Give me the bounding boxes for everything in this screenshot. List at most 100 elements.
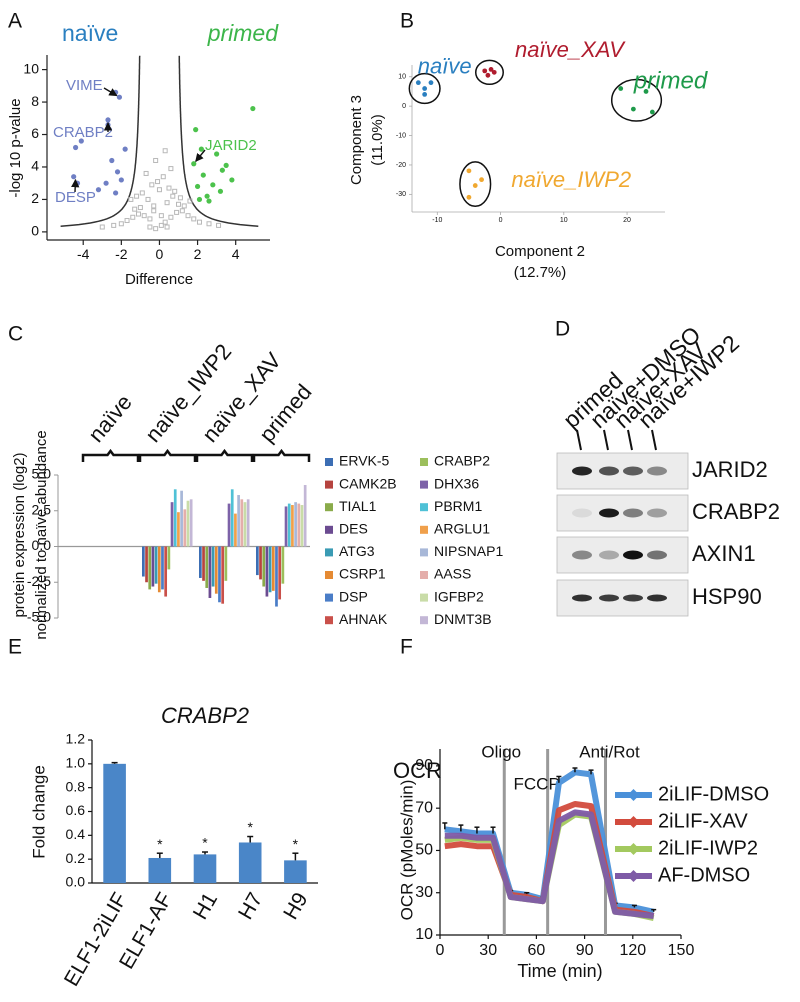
significance-mark: * — [202, 835, 208, 851]
category-label: H1 — [189, 889, 222, 924]
point — [485, 72, 491, 78]
point — [170, 193, 176, 199]
bar — [218, 546, 221, 603]
panel: Dprimednaïve+DMSOnaïve+XAVnaïve+IWP2JARI… — [555, 318, 780, 617]
blot-band — [623, 550, 643, 560]
category-label: H7 — [234, 889, 267, 924]
legend-label: DNMT3B — [434, 611, 492, 627]
y-tick-label: -2.5 — [27, 573, 51, 589]
point — [196, 196, 203, 203]
bar — [291, 505, 294, 547]
bar — [202, 546, 205, 581]
point — [479, 177, 484, 183]
point — [630, 106, 636, 112]
point — [196, 219, 202, 225]
point — [168, 214, 174, 220]
y-tick-label: 1.2 — [66, 731, 86, 747]
bar — [240, 499, 244, 547]
bar — [186, 500, 190, 547]
x-axis-label: Time (min) — [517, 961, 602, 981]
point — [111, 222, 117, 228]
y-tick-label: 50 — [415, 842, 433, 859]
y-tick-label: 10 — [398, 74, 406, 81]
significance-mark: * — [247, 819, 253, 835]
y-tick-label: 0.6 — [66, 802, 86, 818]
y-tick-label: 30 — [415, 884, 433, 901]
legend-label: 2iLIF-DMSO — [658, 783, 769, 805]
y-axis-label: Fold change — [29, 765, 48, 859]
x-tick-label: 0 — [156, 246, 164, 262]
point — [128, 196, 134, 202]
legend-swatch — [325, 525, 333, 534]
bar — [151, 546, 155, 587]
point — [168, 166, 174, 172]
point — [649, 109, 655, 115]
bar — [268, 546, 272, 593]
group-label: primed — [207, 20, 280, 46]
blot-band — [647, 550, 667, 560]
point — [172, 188, 178, 194]
point — [139, 190, 145, 196]
point — [214, 151, 220, 157]
legend-marker — [627, 816, 640, 828]
point — [428, 80, 434, 86]
bar — [148, 857, 172, 883]
group-bracket — [138, 448, 197, 462]
bar — [303, 485, 307, 547]
legend-label: AF-DMSO — [658, 864, 750, 886]
group-label: naïve — [62, 20, 118, 46]
x-axis-label: (12.7%) — [514, 264, 567, 281]
point — [174, 209, 180, 215]
bar — [164, 546, 168, 597]
legend-label: AASS — [434, 566, 471, 582]
blot-band — [647, 508, 667, 518]
chart-title: CRABP2 — [161, 703, 249, 728]
group-bracket — [195, 448, 254, 462]
x-tick-label: -2 — [115, 246, 128, 262]
x-tick-label: 150 — [668, 942, 695, 959]
point — [162, 219, 168, 225]
point — [491, 69, 497, 75]
cluster-outline — [408, 72, 441, 105]
legend-swatch — [325, 571, 333, 579]
bar — [297, 503, 301, 547]
bar — [243, 502, 247, 547]
y-tick-label: 0.0 — [66, 874, 86, 890]
y-tick-label: 1.0 — [66, 755, 86, 771]
point — [158, 222, 164, 228]
point — [78, 138, 84, 144]
x-tick-label: 4 — [232, 246, 240, 262]
legend-swatch — [325, 503, 333, 512]
blot-band — [623, 508, 643, 518]
y-tick-label: 6 — [31, 125, 39, 141]
cluster-outline — [474, 59, 504, 86]
y-tick-label: 0.8 — [66, 778, 86, 794]
point — [147, 216, 153, 222]
legend-swatch — [325, 458, 333, 466]
bar — [142, 546, 145, 577]
legend-swatch — [325, 616, 333, 625]
bar — [221, 546, 225, 604]
blot-band — [572, 594, 592, 602]
blot-band — [572, 550, 592, 560]
point — [643, 89, 649, 94]
bar — [170, 502, 174, 547]
point — [137, 205, 143, 211]
y-tick-label: 2 — [31, 190, 39, 206]
point — [116, 94, 123, 100]
bar — [173, 489, 177, 547]
point — [422, 86, 428, 91]
cluster-outline — [610, 78, 663, 122]
bar — [246, 499, 250, 547]
point — [219, 167, 225, 173]
bar — [145, 546, 148, 583]
point — [466, 168, 472, 174]
blot-band — [623, 466, 643, 476]
bar — [214, 546, 218, 594]
point — [422, 92, 428, 97]
blot-band — [647, 594, 667, 602]
point — [134, 193, 140, 199]
point — [488, 67, 494, 72]
bar — [193, 854, 217, 883]
point — [118, 221, 124, 227]
